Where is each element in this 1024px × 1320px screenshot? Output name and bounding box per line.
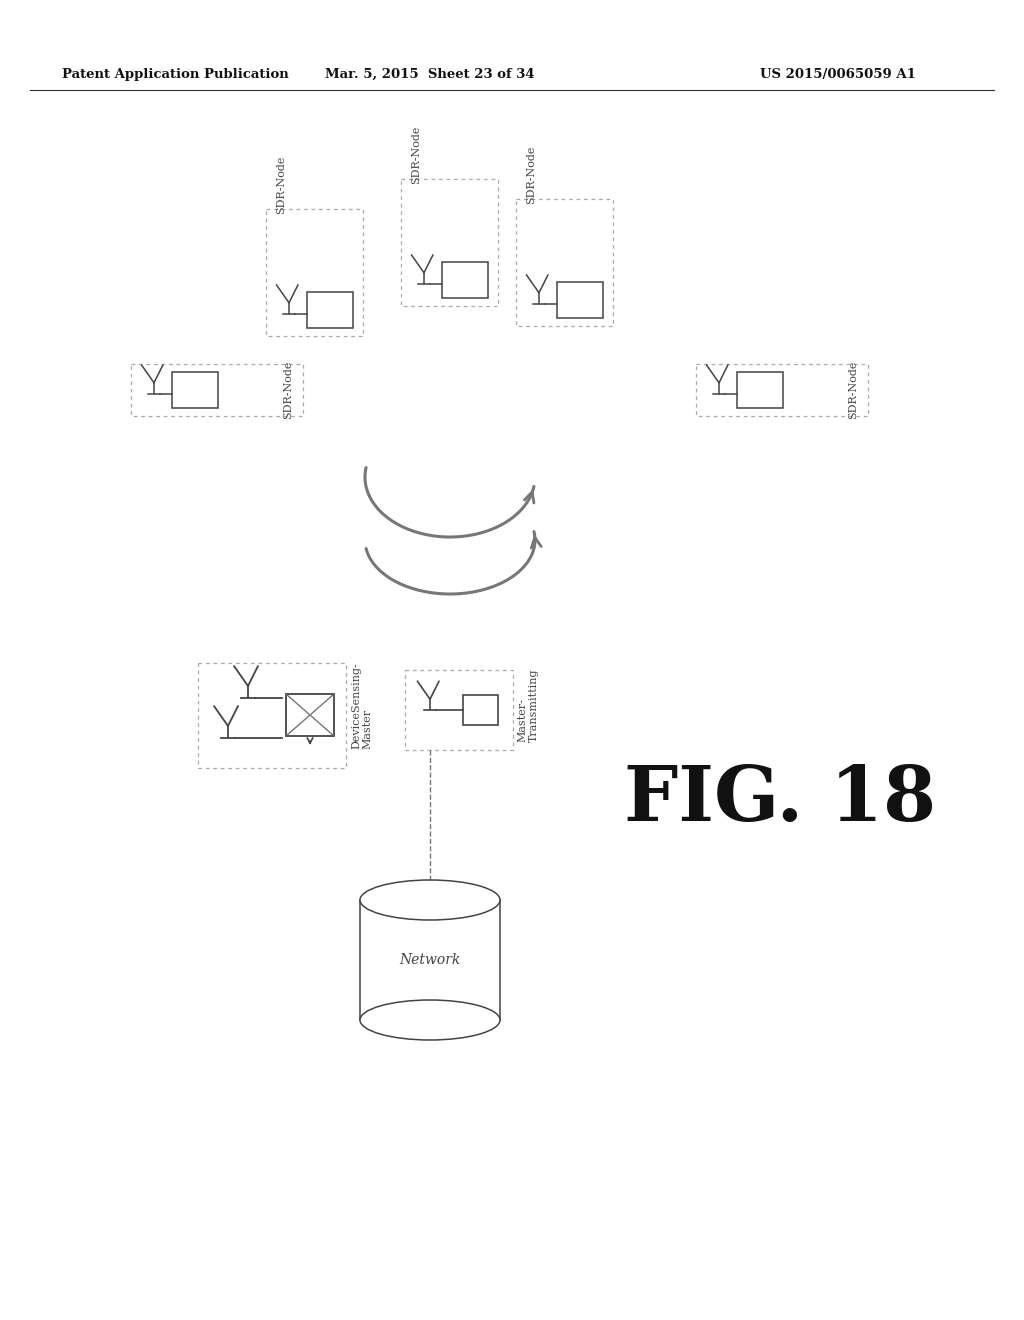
Text: Master-
Transmitting: Master- Transmitting [517, 668, 539, 742]
Text: SDR-Node: SDR-Node [283, 360, 293, 420]
Text: SDR-Node: SDR-Node [412, 125, 422, 183]
Bar [131, 364, 303, 416]
Bar [406, 671, 512, 750]
Bar [737, 372, 783, 408]
Bar [198, 663, 346, 768]
Bar [172, 372, 218, 408]
Bar [516, 199, 613, 326]
Text: SDR-Node: SDR-Node [848, 360, 858, 420]
Text: SDR-Node: SDR-Node [276, 156, 287, 214]
Bar [696, 364, 868, 416]
Bar [401, 180, 498, 306]
Text: Mar. 5, 2015  Sheet 23 of 34: Mar. 5, 2015 Sheet 23 of 34 [326, 69, 535, 81]
Text: Network: Network [399, 953, 461, 968]
Ellipse shape [360, 1001, 500, 1040]
Text: DeviceSensing-
Master: DeviceSensing- Master [351, 663, 373, 748]
Text: US 2015/0065059 A1: US 2015/0065059 A1 [760, 69, 915, 81]
Bar [307, 292, 353, 327]
Bar [266, 209, 362, 337]
Bar [442, 261, 488, 298]
Bar [286, 694, 334, 737]
Text: SDR-Node: SDR-Node [526, 145, 537, 205]
Bar [463, 696, 498, 725]
Bar [360, 900, 500, 1020]
Text: FIG. 18: FIG. 18 [624, 763, 936, 837]
Bar [557, 282, 603, 318]
Text: Patent Application Publication: Patent Application Publication [62, 69, 289, 81]
Ellipse shape [360, 880, 500, 920]
